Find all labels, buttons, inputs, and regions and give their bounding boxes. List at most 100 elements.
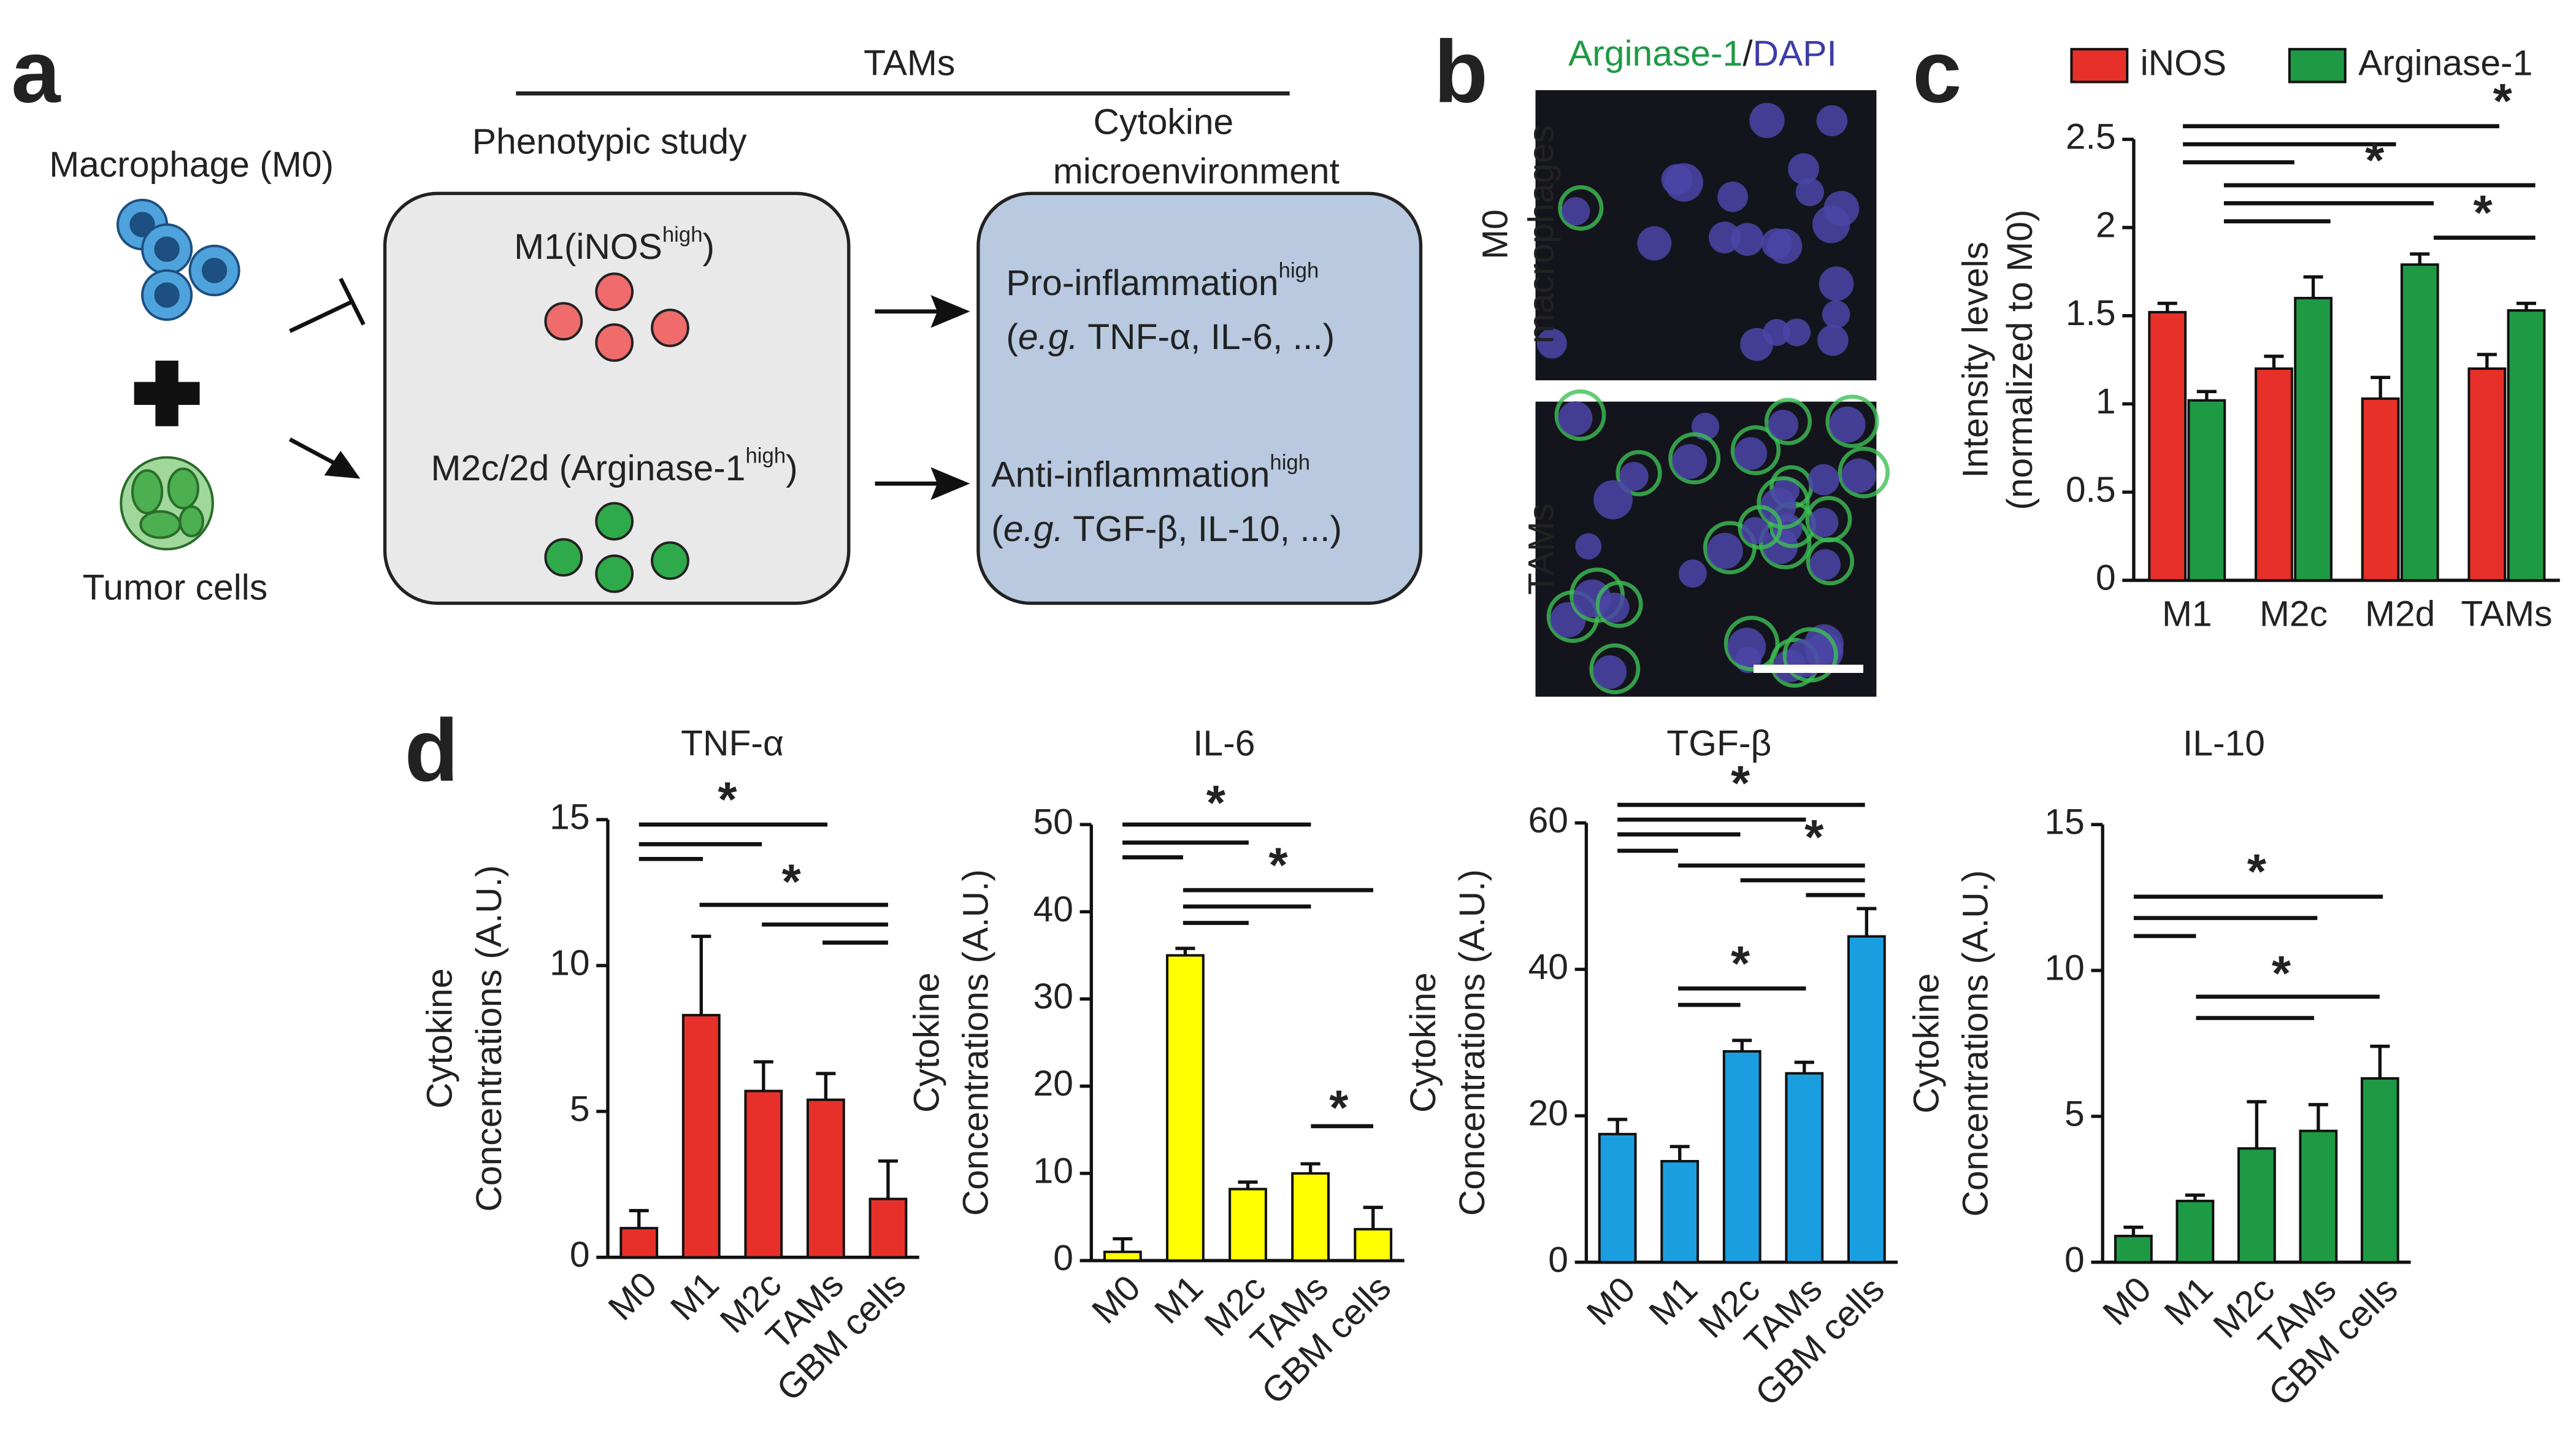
panel-letter: c [1912,21,1961,121]
cell-nucleus [1760,488,1796,524]
cell-stain [1616,450,1662,497]
y-axis-label: Concentrations (A.U.) [956,869,995,1216]
cell-stain [1589,643,1641,694]
cell-nucleus [1740,328,1773,361]
cell-nucleus [1672,444,1708,479]
bar [1847,935,1886,1264]
cell-stain [1668,432,1721,485]
cell-stain [1730,425,1781,475]
cell-nucleus [1841,458,1876,493]
label-text: M2c/2d (Arginase-1 [431,448,746,488]
y-tick-label: 15 [550,797,589,837]
y-tick-label: 50 [1033,802,1073,842]
cell-nucleus [1809,507,1839,537]
significance-star: * [1268,837,1288,893]
panel-letter: b [1434,21,1488,121]
chart: 0 5 10 15 Cytokine Concentrations (A.U.) TNF-α… [420,723,919,1409]
plus-icon [134,360,200,426]
y-tick-label: 0 [1548,1240,1568,1280]
cell-stain [1738,505,1782,550]
cell-nucleus [1782,318,1811,347]
y-axis-label: (normalized to M0) [2000,210,2040,510]
legend-label: iNOS [2141,43,2226,83]
activation-arrow [288,437,361,479]
cell-nucleus [1829,406,1866,443]
cell-stain [1782,627,1838,683]
label-text: e.g. [1018,317,1078,357]
y-tick-label: 2 [2096,205,2116,245]
y-tick-label: 40 [1033,889,1073,929]
y-tick-label: 0 [1053,1238,1073,1278]
bar [2175,1199,2215,1264]
x-tick-label: M1 [2157,1269,2221,1333]
significance-star: * [1731,755,1750,810]
cell-layer [1536,102,1890,694]
phenotype-box [383,191,851,605]
bar [2255,367,2293,582]
box-title: Phenotypic study [472,122,747,162]
bar [2361,397,2400,582]
x-tick-label: M2c [2260,594,2328,634]
bar [2294,296,2333,582]
bar [806,1098,845,1259]
significance-star: * [2493,73,2513,128]
pro-example: (e.g. TNF-α, IL-6, ...) [1006,317,1335,357]
cytokine-box [976,191,1423,605]
label-text: Anti-inflammation [991,455,1270,494]
micrograph-title: Arginase-1/DAPI [1568,33,1837,73]
m2-label: M2c/2d (Arginase-1high) [431,445,798,488]
y-tick-label: 40 [1528,947,1568,987]
cell-stain [1554,389,1606,441]
stain-label: / [1742,33,1753,73]
cell-nucleus [1562,197,1590,226]
cell-nucleus [1808,464,1839,496]
cell-nucleus [1817,324,1849,356]
box-title: Cytokine [1094,102,1234,142]
cell-nucleus [1575,533,1602,560]
row-label: macrophages [1521,125,1561,344]
cell-nucleus [1766,228,1803,264]
cell-nucleus [1768,410,1799,440]
legend-label: Arginase-1 [2358,43,2532,83]
significance-star: * [2365,132,2385,187]
bar [2360,1077,2399,1264]
y-tick-label: 1 [2096,382,2116,421]
bar [1166,954,1205,1262]
cell-nucleus [1795,178,1824,207]
cell-nucleus [1727,628,1766,666]
cell-nucleus [1661,164,1693,195]
significance-star: * [2247,843,2267,899]
y-tick-label: 0 [2064,1240,2085,1280]
chart-title: IL-10 [2183,723,2265,763]
chart: 0 20 40 60 Cytokine Concentrations (A.U.) TGF-… [1403,723,1898,1414]
y-axis-label: Concentrations (A.U.) [469,865,509,1211]
pro-label: Pro-inflammationhigh [1006,259,1319,303]
x-tick-label: M0 [2095,1269,2159,1333]
m1-label: M1(iNOShigh) [514,223,715,267]
bar [2400,263,2439,582]
x-tick-label: M1 [1642,1269,1706,1333]
chart: 0 5 10 15 Cytokine Concentrations (A.U.) IL-10… [1906,723,2411,1414]
y-tick-label: 5 [2064,1094,2085,1134]
cell-stain [1825,394,1879,448]
x-tick-label: M0 [601,1264,665,1328]
superscript: high [1270,451,1310,474]
row-label: M0 [1476,209,1516,259]
cell-nucleus [1706,532,1743,569]
label-text: ) [703,227,715,267]
stain-label: DAPI [1753,33,1837,73]
y-tick-label: 10 [2044,948,2084,988]
cell-nucleus [1731,223,1764,256]
y-tick-label: 2.5 [2066,117,2116,157]
bar [1722,1050,1761,1264]
m2-cells [544,502,689,593]
chart-title: IL-6 [1193,723,1255,763]
bar [1660,1159,1700,1264]
significance-star: * [1804,809,1824,864]
cell-nucleus [1816,105,1848,137]
label-text: ) [786,448,798,488]
label-text: TGF-β, IL-10, ...) [1064,509,1342,548]
significance-star: * [1206,775,1226,830]
bar [2299,1129,2338,1264]
chart: 0 0.5 1 1.5 2 2.5 Intensity levels (normalized … [1956,43,2560,634]
